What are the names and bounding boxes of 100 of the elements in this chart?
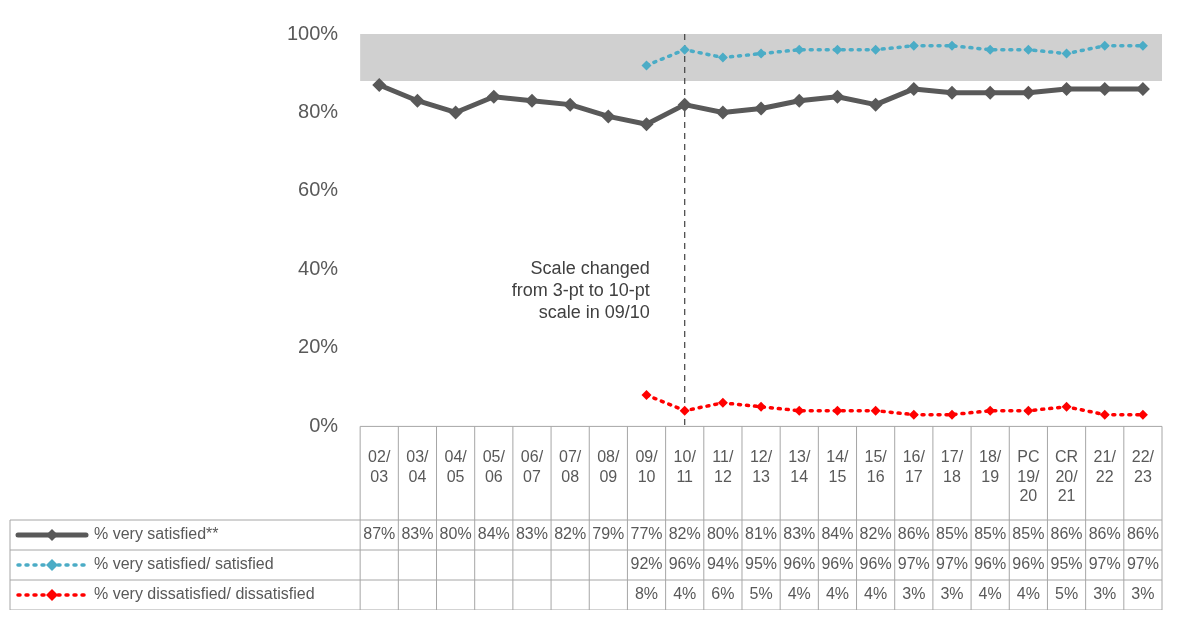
data-label: 94%	[706, 555, 739, 573]
data-label: 87%	[363, 525, 396, 543]
data-label: 3%	[1093, 585, 1117, 603]
y-tick-label: 20%	[298, 335, 339, 358]
data-label: 96%	[783, 555, 816, 573]
data-label: 4%	[1016, 585, 1040, 603]
data-label: 84%	[821, 525, 854, 543]
data-label: 85%	[1012, 525, 1045, 543]
y-tick-label: 40%	[298, 256, 339, 279]
data-label: 4%	[864, 585, 888, 603]
data-label: 84%	[477, 525, 510, 543]
data-label: 6%	[711, 585, 735, 603]
data-label: 96%	[1012, 555, 1045, 573]
x-tick-label: PC 19/ 20	[1017, 448, 1041, 504]
x-tick-label: CR 20/ 21	[1054, 448, 1079, 504]
data-label: 96%	[821, 555, 854, 573]
point	[1061, 401, 1072, 412]
legend-label: % very satisfied/ satisfied	[94, 555, 274, 573]
data-label: 85%	[974, 525, 1007, 543]
data-label: 3%	[902, 585, 926, 603]
x-tick-label: 14/ 15	[826, 448, 850, 485]
data-label: 79%	[592, 525, 625, 543]
x-tick-label: 02/ 03	[368, 448, 391, 485]
point	[1099, 409, 1110, 420]
data-label: 82%	[859, 525, 892, 543]
data-label: 95%	[1050, 555, 1083, 573]
point	[1059, 81, 1074, 96]
data-label: 85%	[935, 525, 969, 543]
point	[679, 44, 690, 55]
point	[448, 105, 463, 120]
x-tick-label: 15/ 16	[864, 448, 888, 485]
x-tick-label: 22/ 23	[1131, 448, 1155, 485]
data-label: 4%	[978, 585, 1002, 603]
point	[756, 401, 767, 412]
point	[944, 85, 959, 100]
point	[372, 78, 387, 93]
data-label: 4%	[673, 585, 697, 603]
legend-label: % very dissatisfied/ dissatisfied	[94, 585, 315, 603]
point	[908, 409, 919, 420]
y-tick-label: 80%	[298, 100, 339, 122]
x-tick-label: 07/ 08	[559, 448, 582, 485]
point	[870, 44, 881, 55]
x-tick-label: 21/ 22	[1093, 448, 1117, 485]
data-label: 97%	[935, 555, 969, 573]
point	[641, 60, 652, 71]
point	[563, 97, 578, 112]
data-label: 8%	[634, 585, 659, 603]
point	[1021, 85, 1036, 100]
data-label: 95%	[745, 555, 778, 573]
x-tick-label: 04/ 05	[444, 448, 468, 485]
y-tick-label: 0%	[309, 413, 339, 436]
data-label: 86%	[1088, 525, 1121, 543]
point	[868, 97, 883, 112]
point	[524, 93, 539, 108]
data-label: 80%	[439, 525, 472, 543]
data-label: 83%	[515, 525, 548, 543]
data-label: 86%	[1126, 525, 1159, 543]
point	[717, 397, 728, 408]
point	[832, 405, 843, 416]
data-label: 92%	[630, 555, 663, 573]
data-label: 4%	[787, 585, 811, 603]
point	[754, 101, 769, 116]
point	[792, 93, 807, 108]
y-tick-label: 100%	[287, 21, 339, 44]
point	[601, 109, 616, 124]
point	[715, 105, 730, 120]
point	[677, 97, 692, 112]
point	[679, 405, 690, 416]
point	[832, 44, 843, 55]
point	[1099, 40, 1110, 51]
data-label: 4%	[825, 585, 850, 603]
point	[639, 117, 654, 132]
data-label: 82%	[668, 525, 701, 543]
x-tick-label: 03/ 04	[406, 448, 430, 485]
x-tick-label: 10/ 11	[673, 448, 697, 485]
point	[908, 40, 919, 51]
legend-label: % very satisfied**	[94, 525, 219, 543]
point	[830, 89, 845, 104]
data-label: 83%	[783, 525, 816, 543]
x-tick-label: 16/ 17	[902, 448, 926, 485]
data-label: 82%	[554, 525, 587, 543]
data-label: 80%	[706, 525, 739, 543]
x-tick-label: 11/ 12	[712, 448, 734, 485]
data-label: 83%	[401, 525, 434, 543]
point	[870, 405, 881, 416]
data-label: 86%	[1050, 525, 1083, 543]
data-label: 96%	[668, 555, 701, 573]
data-label: 97%	[1088, 555, 1121, 573]
data-label: 86%	[897, 525, 930, 543]
x-tick-label: 09/ 10	[635, 448, 659, 485]
point	[756, 48, 767, 59]
ref-line-label: Scale changed from 3-pt to 10-pt scale in 09/10	[511, 258, 650, 323]
data-label: 81%	[745, 525, 778, 543]
x-tick-label: 08/ 09	[597, 448, 621, 485]
x-tick-label: 13/ 14	[788, 448, 811, 485]
x-tick-label: 05/ 06	[482, 448, 506, 485]
y-tick-label: 60%	[298, 178, 339, 201]
x-tick-label: 06/ 07	[520, 448, 544, 485]
point	[1023, 44, 1034, 55]
data-label: 97%	[1126, 555, 1159, 573]
